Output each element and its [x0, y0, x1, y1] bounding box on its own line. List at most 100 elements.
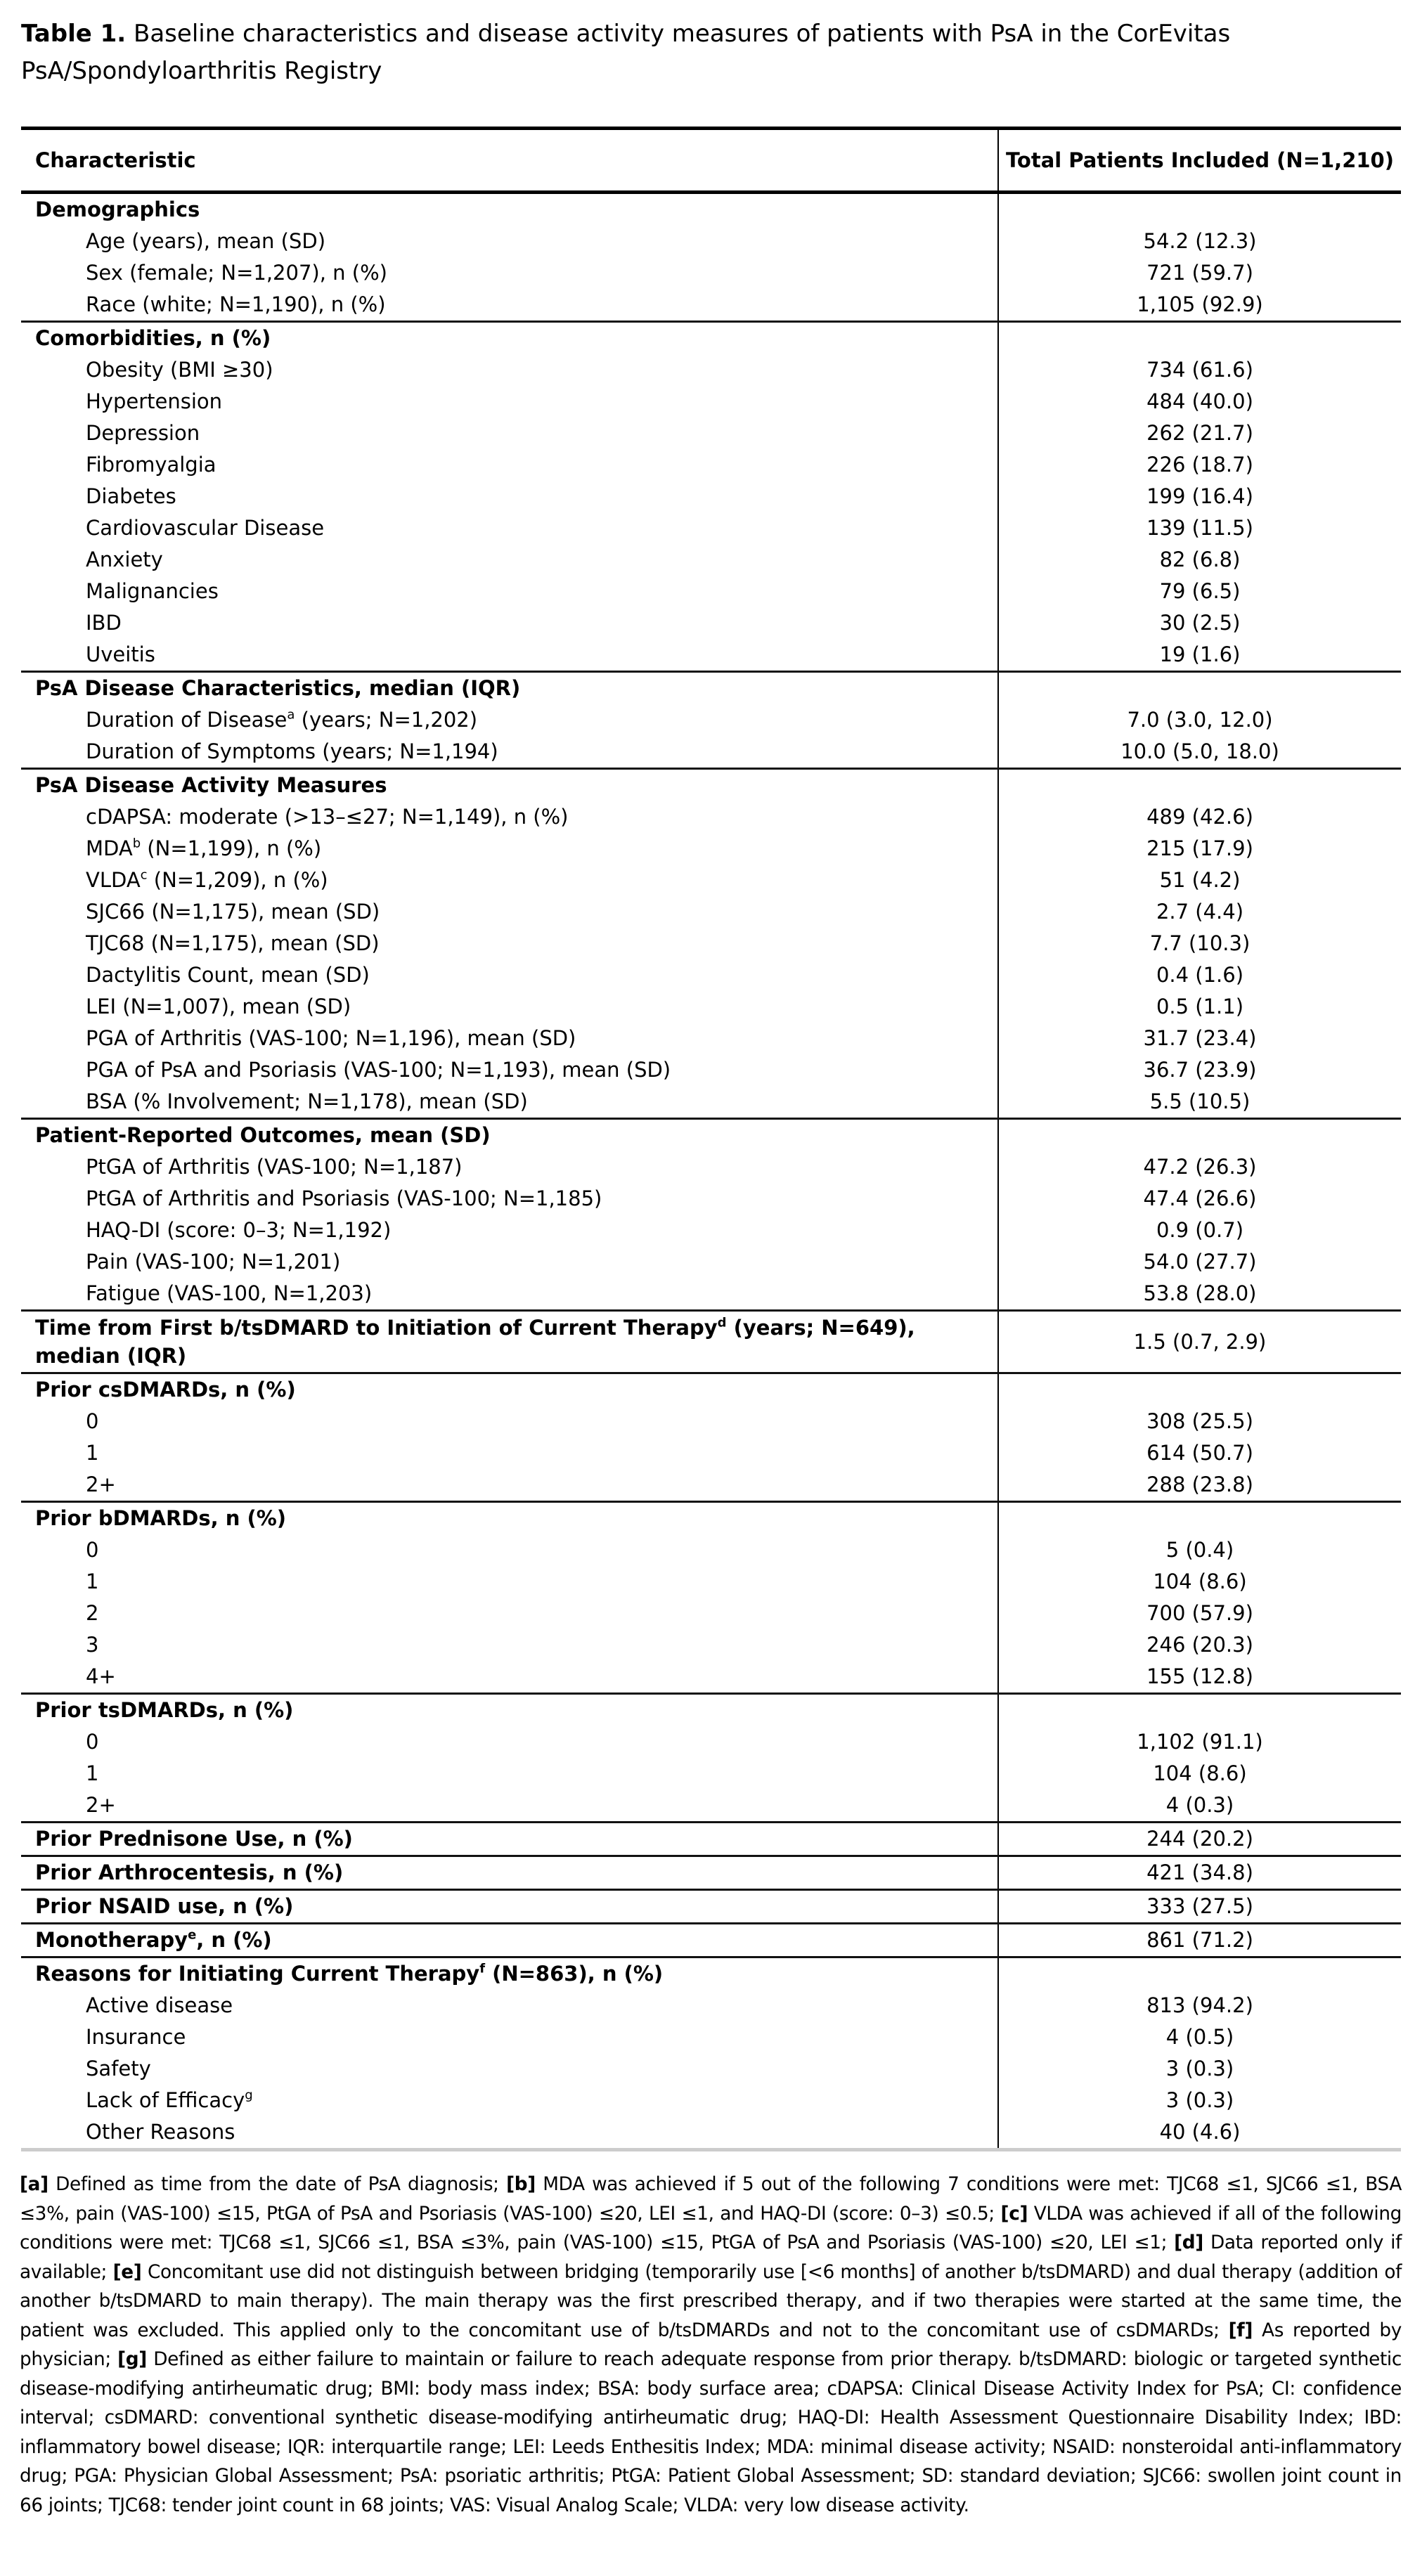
row-value: 0.4 (1.6) — [997, 959, 1401, 991]
footnote-marker: g — [245, 2088, 253, 2103]
table-row: 0 5 (0.4) — [21, 1534, 1401, 1566]
row-value: 246 (20.3) — [997, 1629, 1401, 1661]
row-label: 1 — [21, 1758, 998, 1789]
row-label-text: Active disease — [86, 1993, 233, 2017]
row-value: 54.0 (27.7) — [997, 1246, 1401, 1278]
section-header-row: Time from First b/tsDMARD to Initiation … — [21, 1310, 1401, 1373]
row-value: 3 (0.3) — [997, 2053, 1401, 2085]
table-row: Safety 3 (0.3) — [21, 2053, 1401, 2085]
section-label: Prior bDMARDs, n (%) — [21, 1502, 998, 1535]
footnote-marker: f — [479, 1961, 486, 1976]
row-label-text: 2+ — [86, 1473, 116, 1496]
section-value — [997, 192, 1401, 226]
section-header-row: Prior csDMARDs, n (%) — [21, 1373, 1401, 1406]
row-label: Cardiovascular Disease — [21, 512, 998, 544]
section-label: PsA Disease Characteristics, median (IQR… — [21, 672, 998, 705]
table-row: 0 1,102 (91.1) — [21, 1726, 1401, 1758]
table-row: Obesity (BMI ≥30) 734 (61.6) — [21, 354, 1401, 386]
row-label-text: 0 — [86, 1538, 99, 1562]
row-label-text: 4+ — [86, 1664, 116, 1688]
table-row: 2 700 (57.9) — [21, 1598, 1401, 1629]
row-label-text: Depression — [86, 421, 200, 445]
table-caption: Table 1. Baseline characteristics and di… — [21, 15, 1357, 90]
row-label-text: Duration of Symptoms (years; N=1,194) — [86, 739, 498, 763]
row-value: 614 (50.7) — [997, 1437, 1401, 1469]
row-value: 0.9 (0.7) — [997, 1215, 1401, 1246]
table-row: 1 104 (8.6) — [21, 1758, 1401, 1789]
section-label-text: Comorbidities, n (%) — [35, 326, 271, 350]
footnote-text: Defined as time from the date of PsA dia… — [48, 2174, 507, 2195]
row-value: 139 (11.5) — [997, 512, 1401, 544]
row-label: Insurance — [21, 2021, 998, 2053]
table-row: Active disease 813 (94.2) — [21, 1990, 1401, 2021]
row-label-text-cont: (N=1,199), n (%) — [141, 836, 322, 860]
row-value: 0.5 (1.1) — [997, 991, 1401, 1023]
row-label-text: Uveitis — [86, 642, 155, 666]
row-label: 2+ — [21, 1469, 998, 1502]
section-label-text: Reasons for Initiating Current Therapy — [35, 1962, 480, 1986]
table-row: Depression 262 (21.7) — [21, 418, 1401, 449]
row-value: 7.7 (10.3) — [997, 928, 1401, 959]
row-value: 31.7 (23.4) — [997, 1023, 1401, 1054]
footnote-marker: b — [132, 836, 141, 851]
row-label-text: Safety — [86, 2057, 151, 2080]
table-row: TJC68 (N=1,175), mean (SD) 7.7 (10.3) — [21, 928, 1401, 959]
section-label: Prior tsDMARDs, n (%) — [21, 1694, 998, 1727]
row-label: Lack of Efficacyg — [21, 2085, 998, 2116]
table-header-row: Characteristic Total Patients Included (… — [21, 128, 1401, 193]
row-value: 47.4 (26.6) — [997, 1183, 1401, 1215]
footnote-key: [a] — [20, 2174, 49, 2195]
row-value: 30 (2.5) — [997, 607, 1401, 639]
section-label-text-cont: (years; N=649), median (IQR) — [35, 1316, 915, 1368]
row-value: 308 (25.5) — [997, 1406, 1401, 1437]
section-value — [997, 1501, 1401, 1534]
section-label-text-cont: (N=863), n (%) — [485, 1962, 664, 1986]
section-header-row: Prior Arthrocentesis, n (%) 421 (34.8) — [21, 1856, 1401, 1890]
table-row: 2+ 288 (23.8) — [21, 1469, 1401, 1502]
row-label-text: Dactylitis Count, mean (SD) — [86, 963, 370, 987]
row-label-text: cDAPSA: moderate (>13–≤27; N=1,149), n (… — [86, 805, 569, 829]
row-value: 54.2 (12.3) — [997, 226, 1401, 257]
column-header-total: Total Patients Included (N=1,210) — [997, 128, 1401, 193]
row-value: 5.5 (10.5) — [997, 1086, 1401, 1119]
row-label-text: MDA — [86, 836, 133, 860]
table-row: Age (years), mean (SD) 54.2 (12.3) — [21, 226, 1401, 257]
row-label: TJC68 (N=1,175), mean (SD) — [21, 928, 998, 959]
section-header-row: Monotherapye, n (%) 861 (71.2) — [21, 1923, 1401, 1957]
table-row: Fatigue (VAS-100, N=1,203) 53.8 (28.0) — [21, 1278, 1401, 1311]
table-row: Duration of Diseasea (years; N=1,202) 7.0… — [21, 704, 1401, 736]
table-footnotes: [a] Defined as time from the date of PsA… — [20, 2170, 1402, 2520]
row-label: 2 — [21, 1598, 998, 1629]
row-label: LEI (N=1,007), mean (SD) — [21, 991, 998, 1023]
row-value: 484 (40.0) — [997, 386, 1401, 418]
row-value: 1,105 (92.9) — [997, 289, 1401, 322]
footnote-marker: a — [287, 707, 295, 723]
section-label-text: Prior Arthrocentesis, n (%) — [35, 1860, 344, 1884]
row-label: 1 — [21, 1437, 998, 1469]
row-label: PGA of Arthritis (VAS-100; N=1,196), mea… — [21, 1023, 998, 1054]
table-row: 3 246 (20.3) — [21, 1629, 1401, 1661]
row-value: 51 (4.2) — [997, 865, 1401, 896]
footnote-marker: d — [717, 1315, 727, 1331]
table-title: Baseline characteristics and disease act… — [21, 20, 1231, 85]
row-label: Duration of Diseasea (years; N=1,202) — [21, 704, 998, 736]
section-value — [997, 671, 1401, 704]
row-label: Hypertension — [21, 386, 998, 418]
section-label: Comorbidities, n (%) — [21, 322, 998, 355]
row-label-text: Fatigue (VAS-100, N=1,203) — [86, 1281, 373, 1305]
footnote-key: [f] — [1228, 2319, 1253, 2341]
row-label: 4+ — [21, 1661, 998, 1694]
row-value: 82 (6.8) — [997, 544, 1401, 576]
section-label: Prior Prednisone Use, n (%) — [21, 1823, 998, 1856]
section-label-text: Prior tsDMARDs, n (%) — [35, 1698, 294, 1722]
row-value: 226 (18.7) — [997, 449, 1401, 481]
row-label: Active disease — [21, 1990, 998, 2021]
table-row: MDAb (N=1,199), n (%) 215 (17.9) — [21, 833, 1401, 865]
row-value: 5 (0.4) — [997, 1534, 1401, 1566]
section-label: Time from First b/tsDMARD to Initiation … — [21, 1311, 998, 1373]
section-value — [997, 1373, 1401, 1406]
footnote-key: [e] — [112, 2261, 142, 2283]
row-label-text: LEI (N=1,007), mean (SD) — [86, 995, 351, 1018]
row-label-text: Sex (female; N=1,207), n (%) — [86, 261, 387, 285]
row-label: Depression — [21, 418, 998, 449]
